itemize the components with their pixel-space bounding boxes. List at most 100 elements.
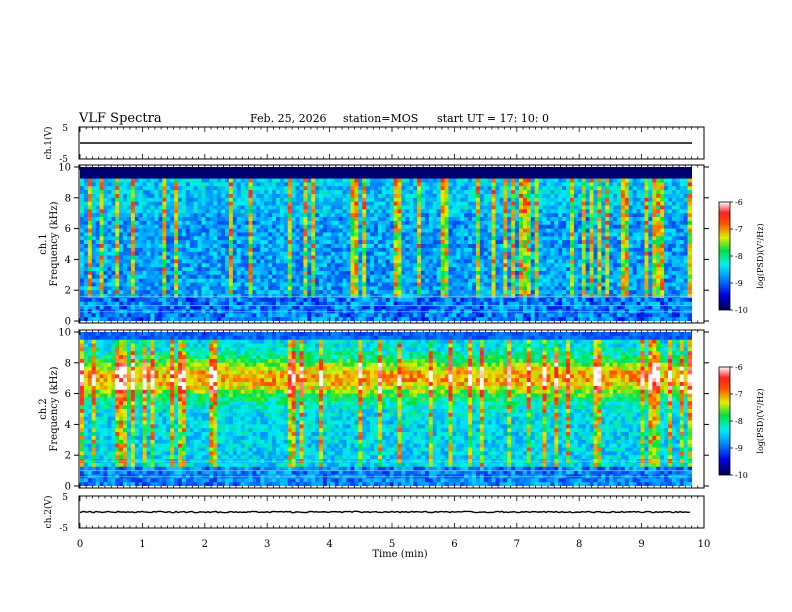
specA-cell <box>428 313 434 318</box>
specA-cell <box>530 240 536 245</box>
specA-cell <box>174 209 179 214</box>
specA-cell <box>295 290 301 295</box>
specA-cell <box>323 209 328 214</box>
specA-cell <box>130 232 136 237</box>
specA-cell <box>370 282 375 287</box>
specA-cell <box>499 244 504 249</box>
specA-cell <box>279 297 285 303</box>
specA-cell <box>107 213 112 218</box>
specA-cell <box>99 274 105 280</box>
specA-cell <box>287 274 293 280</box>
specA-cell <box>456 174 461 180</box>
specA-cell <box>444 217 449 222</box>
specA-cell <box>499 255 504 260</box>
specA-cell <box>385 267 391 272</box>
specA-cell <box>138 232 144 237</box>
specA-cell <box>330 236 336 241</box>
specA-cell <box>228 274 234 280</box>
specA-cell <box>83 301 89 307</box>
specA-cell <box>456 186 461 191</box>
specA-cell <box>134 186 140 191</box>
specA-cell <box>491 247 497 253</box>
specA-cell <box>566 244 571 249</box>
specA-cell <box>475 228 481 233</box>
specA-cell <box>315 205 320 210</box>
specA-cell <box>436 267 442 272</box>
specA-cell <box>550 228 555 233</box>
specA-cell <box>464 244 469 249</box>
specA-cell <box>221 236 226 241</box>
specA-cell <box>252 251 257 257</box>
specA-cell <box>99 186 105 191</box>
specA-cell <box>550 220 555 226</box>
specA-cell <box>134 270 140 276</box>
specA-cell <box>209 286 214 291</box>
specA-cell <box>440 244 446 249</box>
specA-cell <box>338 263 344 268</box>
specA-cell <box>491 297 497 303</box>
specA-cell <box>487 286 493 291</box>
specA-cell <box>185 186 191 191</box>
specA-cell <box>162 190 167 195</box>
specA-cell <box>393 259 399 264</box>
specA-cell <box>123 240 128 245</box>
specA-cell <box>185 170 191 176</box>
specA-cell <box>542 317 547 321</box>
specA-cell <box>522 182 528 187</box>
specA-cell <box>499 205 504 210</box>
specA-cell <box>491 182 497 187</box>
specA-cell <box>468 247 473 253</box>
specA-cell <box>330 205 336 210</box>
specA-cell <box>193 178 199 183</box>
specA-cell <box>366 259 371 264</box>
specA-cell <box>417 274 422 280</box>
specA-cell <box>432 290 438 295</box>
specA-cell <box>91 263 97 268</box>
specA-cell <box>287 305 293 310</box>
specA-cell <box>244 286 250 291</box>
specA-cell <box>452 259 457 264</box>
specA-cell <box>326 247 332 253</box>
specA-cell <box>209 301 214 307</box>
specA-cell <box>530 217 536 222</box>
specA-cell <box>483 313 489 318</box>
specA-cell <box>397 251 402 257</box>
specA-cell <box>252 209 257 214</box>
specA-cell <box>185 278 191 283</box>
specA-cell <box>146 167 152 172</box>
specA-cell <box>323 228 328 233</box>
specA-cell <box>268 290 273 295</box>
specA-cell <box>432 251 438 257</box>
specA-cell <box>483 178 489 183</box>
specA-cell <box>413 232 418 237</box>
specA-cell <box>154 240 159 245</box>
specA-cell <box>115 240 120 245</box>
specA-cell <box>178 201 183 206</box>
specA-cell <box>217 274 222 280</box>
specA-cell <box>256 224 261 230</box>
specA-cell <box>150 286 155 291</box>
specA-cell <box>80 263 85 268</box>
specA-cell <box>483 317 489 321</box>
specA-cell <box>370 220 375 226</box>
specA-cell <box>252 228 257 233</box>
specA-cell <box>397 205 402 210</box>
specA-cell <box>264 213 269 218</box>
specA-cell <box>99 244 105 249</box>
specA-cell <box>444 167 449 172</box>
specA-cell <box>479 247 485 253</box>
specA-cell <box>170 313 175 318</box>
specA-cell <box>181 178 187 183</box>
specA-cell <box>475 236 481 241</box>
specA-cell <box>174 197 179 203</box>
specA-cell <box>366 205 371 210</box>
specA-cell <box>248 213 253 218</box>
specA-cell <box>201 201 206 206</box>
specA-cell <box>519 217 524 222</box>
specA-cell <box>236 224 242 230</box>
specA-cell <box>362 193 367 199</box>
specA-cell <box>205 182 210 187</box>
specA-cell <box>217 282 222 287</box>
specA-cell <box>95 220 101 226</box>
specA-cell <box>358 236 363 241</box>
